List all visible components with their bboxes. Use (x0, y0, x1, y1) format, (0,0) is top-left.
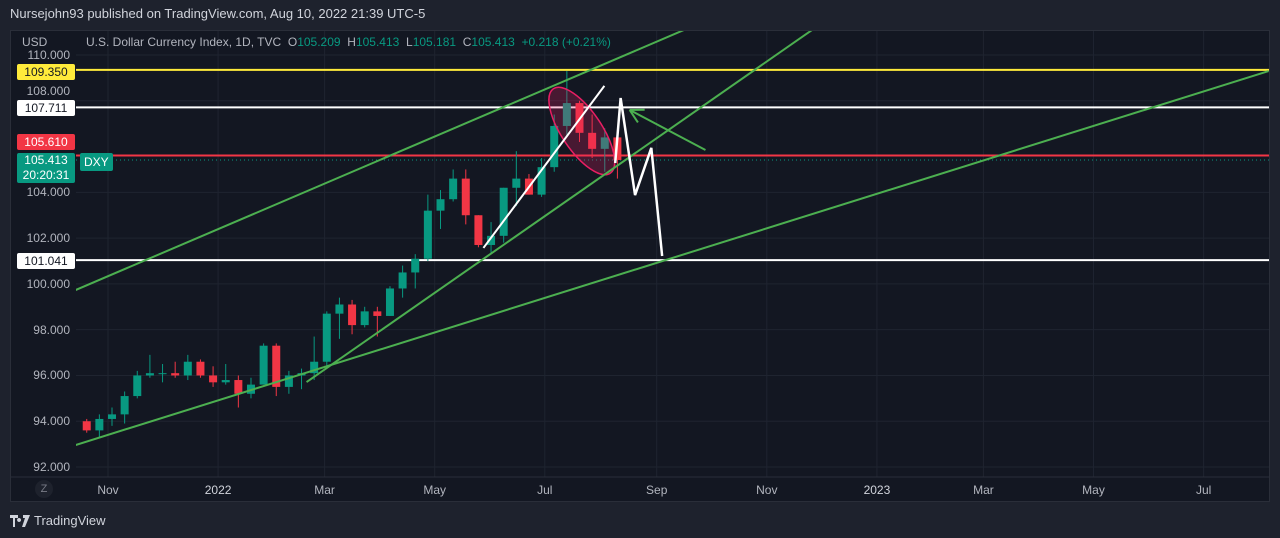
close-value: 105.413 (471, 35, 515, 49)
trendline (76, 70, 1269, 446)
brand-name: TradingView (34, 513, 106, 528)
time-tick: 2022 (204, 483, 232, 497)
price-label-yellow: 109.350 (17, 64, 75, 80)
candle-body (411, 258, 420, 273)
candle-body (310, 361, 319, 374)
candle-body (436, 199, 445, 211)
candle-body (95, 418, 104, 431)
price-tick: 98.000 (33, 322, 70, 337)
symbol-title: U.S. Dollar Currency Index, 1D, TVC (86, 35, 282, 49)
candle-body (348, 304, 357, 326)
candle-body (373, 311, 382, 316)
candle-body (82, 421, 91, 431)
candle-body (183, 361, 192, 376)
candle-body (398, 272, 407, 289)
price-tick: 108.000 (26, 84, 70, 98)
arrow-head (628, 109, 639, 123)
candle-body (461, 178, 470, 216)
price-label-red: 105.610 (17, 134, 75, 150)
price-tick: 110.000 (27, 48, 71, 62)
candle-body (221, 380, 230, 383)
candle-body (108, 414, 116, 419)
price-tick: 102.000 (26, 231, 70, 246)
trendline (482, 85, 606, 249)
tradingview-logo[interactable]: TradingView (10, 513, 106, 528)
candle-body (360, 311, 369, 326)
time-tick: Jul (1195, 483, 1212, 497)
time-tick: Nov (97, 483, 119, 497)
current-price-label: 105.413 20:20:31 (17, 153, 75, 183)
symbol-tag: DXY (80, 153, 113, 171)
projection-path (613, 97, 664, 257)
price-label-white-top: 107.711 (17, 100, 75, 116)
candle-body (385, 288, 394, 316)
candle-body (588, 132, 597, 149)
price-label-white-bottom: 101.041 (17, 253, 75, 269)
candle-body (272, 345, 281, 387)
change-value: +0.218 (+0.21%) (521, 35, 611, 49)
bar-countdown: 20:20:31 (22, 168, 70, 182)
chart-panel[interactable] (10, 30, 1270, 502)
time-tick: Nov (756, 483, 778, 497)
price-tick: 96.000 (33, 368, 70, 383)
arrow-line (629, 109, 706, 151)
candle-body (550, 125, 559, 168)
price-tick: 104.000 (26, 185, 70, 200)
time-tick: 2023 (863, 483, 891, 497)
symbol-legend: U.S. Dollar Currency Index, 1D, TVC O105… (86, 35, 611, 49)
candle-body (487, 235, 496, 245)
low-value: 105.181 (412, 35, 457, 49)
candle-body (259, 345, 268, 385)
candle-body (322, 313, 331, 362)
candle-body (145, 373, 154, 376)
candle-body (423, 210, 432, 259)
candle-body (600, 137, 609, 149)
candle-body (133, 375, 142, 397)
current-price: 105.413 (24, 153, 68, 167)
horizontal-levels (76, 68, 1269, 262)
publish-info: Nursejohn93 published on TradingView.com… (10, 6, 426, 21)
time-tick: Jul (537, 483, 553, 497)
candle-body (537, 167, 546, 195)
candles (82, 71, 622, 438)
candle-body (562, 103, 571, 126)
candle-body (209, 375, 218, 383)
zoom-reset-button[interactable]: Z (35, 480, 53, 498)
open-value: 105.209 (297, 35, 341, 49)
candle-body (499, 187, 508, 236)
trendline (305, 31, 813, 383)
candle-body (171, 373, 180, 376)
price-tick: 100.000 (26, 276, 70, 291)
time-tick: May (423, 483, 447, 497)
candle-body (120, 396, 129, 415)
time-tick: May (1082, 483, 1105, 497)
price-tick: 94.000 (33, 414, 70, 429)
candle-body (449, 178, 458, 200)
candle-body (158, 373, 167, 375)
candle-body (474, 215, 483, 245)
tradingview-logo-icon (10, 514, 30, 527)
candle-body (335, 304, 344, 314)
price-tick: 92.000 (33, 460, 70, 475)
time-tick: Sep (646, 483, 668, 497)
candle-body (512, 178, 521, 188)
highlight-ellipse (548, 86, 616, 176)
time-tick: Mar (973, 483, 994, 497)
candle-body (196, 361, 205, 376)
trendline (76, 31, 685, 291)
candle-body (234, 380, 243, 394)
currency-label: USD (22, 35, 48, 49)
time-tick: Mar (314, 483, 335, 497)
candle-body (284, 375, 293, 387)
grid (76, 31, 1269, 477)
drawings (76, 31, 1269, 446)
high-value: 105.413 (355, 35, 400, 49)
